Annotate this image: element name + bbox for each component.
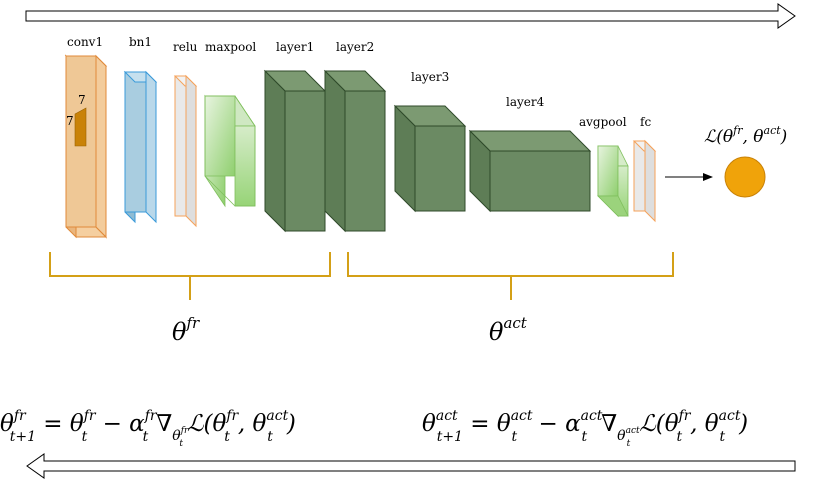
backward-arrow (26, 453, 796, 479)
active-params-label: θact (489, 314, 528, 346)
frozen-update-equation: θfr t+1 = θfr t − αfr t ∇θfr tℒ(θfr t, θact t) (0, 408, 296, 449)
layer4-label: layer4 (506, 95, 545, 109)
avgpool-block (597, 145, 629, 218)
bn1-block (123, 70, 158, 224)
avgpool-label: avgpool (579, 115, 627, 129)
layer2-label: layer2 (336, 40, 374, 54)
conv1-block (64, 54, 108, 239)
active-group-brace (347, 252, 674, 300)
kernel-width-label: 7 (66, 114, 74, 128)
layer3-label: layer3 (411, 70, 449, 84)
fc-label: fc (640, 115, 651, 129)
maxpool-block (204, 94, 256, 208)
active-update-equation: θact t+1 = θact t − αact t ∇θact tℒ(θfr t, θac… (422, 408, 748, 449)
layer1-block (263, 69, 327, 233)
frozen-group-brace (49, 252, 331, 300)
kernel-height-label: 7 (78, 93, 86, 107)
layer4-block (468, 129, 592, 213)
frozen-params-label: θfr (172, 314, 200, 346)
layer1-label: layer1 (276, 40, 314, 54)
bn1-label: bn1 (129, 35, 152, 49)
maxpool-label: maxpool (205, 40, 256, 54)
loss-node (724, 156, 766, 198)
layer2-block (323, 69, 387, 233)
loss-label: ℒ(θfr, θact) (704, 124, 787, 147)
conv1-label: conv1 (67, 35, 103, 49)
layer3-block (393, 104, 467, 213)
relu-label: relu (173, 40, 198, 54)
fc-block (632, 139, 657, 223)
relu-block (173, 74, 198, 228)
forward-arrow (25, 3, 796, 29)
conv1-kernel (74, 107, 87, 147)
